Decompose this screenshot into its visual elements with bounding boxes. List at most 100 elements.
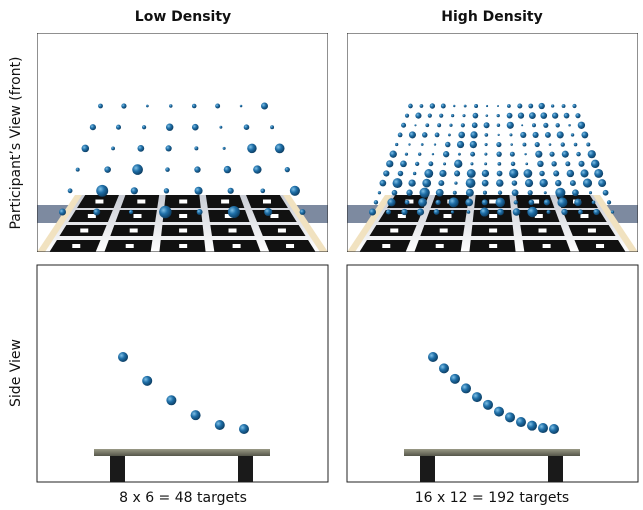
target-sphere: [497, 208, 504, 216]
target-sphere: [561, 104, 566, 108]
marker-pattern: [580, 214, 589, 218]
target-sphere: [543, 191, 547, 195]
target-sphere: [385, 209, 392, 215]
marker-pattern: [221, 199, 230, 204]
target-sphere: [424, 169, 434, 178]
target-sphere: [439, 363, 449, 374]
target-sphere: [443, 162, 447, 166]
target-sphere: [227, 187, 234, 194]
target-sphere: [451, 114, 455, 118]
marker-pattern: [179, 228, 188, 233]
target-sphere: [118, 352, 128, 362]
target-sphere: [247, 143, 257, 154]
target-sphere: [483, 122, 490, 129]
target-sphere: [549, 151, 555, 157]
target-sphere: [506, 112, 513, 119]
target-sphere: [474, 104, 479, 108]
target-sphere: [274, 143, 285, 154]
target-sphere: [481, 199, 488, 206]
target-sphere: [460, 123, 465, 128]
target-sphere: [435, 188, 444, 197]
target-sphere: [377, 191, 382, 195]
marker-pattern: [270, 214, 279, 218]
marker-pattern: [443, 214, 452, 218]
target-sphere: [408, 143, 411, 146]
target-sphere: [528, 199, 535, 206]
target-sphere: [575, 113, 581, 119]
table-top: [404, 449, 580, 456]
target-sphere: [602, 189, 609, 196]
target-sphere: [386, 160, 394, 168]
target-sphere: [227, 205, 240, 219]
target-sphere: [560, 142, 565, 147]
target-sphere: [98, 103, 103, 109]
target-sphere: [538, 423, 548, 434]
target-sphere: [260, 102, 269, 110]
target-sphere: [397, 132, 403, 138]
panel-bg: [346, 264, 639, 483]
target-sphere: [128, 209, 134, 215]
target-sphere: [606, 200, 612, 205]
target-sphere: [404, 113, 410, 118]
target-sphere: [145, 104, 149, 108]
target-sphere: [537, 160, 544, 168]
marker-pattern: [397, 214, 406, 218]
target-sphere: [505, 412, 515, 423]
target-sphere: [443, 151, 450, 158]
marker-pattern: [489, 199, 498, 204]
panel-bg: [36, 264, 329, 483]
target-sphere: [577, 121, 586, 129]
column-title: High Density: [441, 9, 542, 25]
target-sphere: [431, 152, 435, 156]
target-sphere: [563, 112, 570, 119]
marker-pattern: [80, 228, 89, 233]
column-title: Low Density: [135, 9, 231, 25]
target-sphere: [582, 178, 593, 188]
target-sphere: [565, 161, 571, 167]
target-sphere: [527, 206, 538, 218]
target-sphere: [556, 131, 564, 139]
row-label: Side View: [8, 339, 24, 407]
marker-pattern: [179, 214, 188, 218]
target-sphere: [433, 209, 440, 215]
target-sphere: [137, 145, 145, 152]
marker-pattern: [596, 244, 605, 248]
target-sphere: [543, 199, 550, 206]
target-sphere: [520, 131, 527, 138]
scene: [37, 33, 328, 252]
target-sphere: [528, 112, 536, 120]
marker-pattern: [224, 214, 233, 218]
target-sphere: [406, 189, 413, 196]
target-sphere: [574, 198, 582, 207]
target-sphere: [590, 159, 600, 169]
target-sphere: [496, 170, 503, 177]
target-sphere: [454, 181, 458, 185]
target-sphere: [572, 189, 579, 197]
target-sphere: [408, 131, 416, 139]
target-sphere: [434, 132, 440, 138]
target-sphere: [538, 102, 545, 110]
target-sphere: [552, 112, 559, 119]
target-sphere: [239, 104, 243, 108]
target-sphere: [435, 199, 441, 206]
target-sphere: [239, 424, 249, 434]
target-sphere: [141, 125, 147, 130]
marker-pattern: [390, 228, 399, 233]
target-sphere: [557, 197, 568, 208]
target-sphere: [540, 112, 548, 119]
target-sphere: [457, 152, 461, 156]
target-sphere: [472, 392, 482, 403]
target-sphere: [445, 141, 451, 148]
floor: [355, 195, 630, 252]
target-sphere: [532, 131, 539, 138]
target-sphere: [428, 161, 434, 167]
target-sphere: [462, 114, 466, 118]
marker-pattern: [382, 244, 391, 248]
target-sphere: [578, 209, 583, 215]
table-leg: [110, 456, 125, 482]
target-sphere: [419, 187, 430, 198]
target-sphere: [525, 162, 529, 166]
target-sphere: [391, 189, 398, 196]
marker-pattern: [405, 199, 414, 204]
